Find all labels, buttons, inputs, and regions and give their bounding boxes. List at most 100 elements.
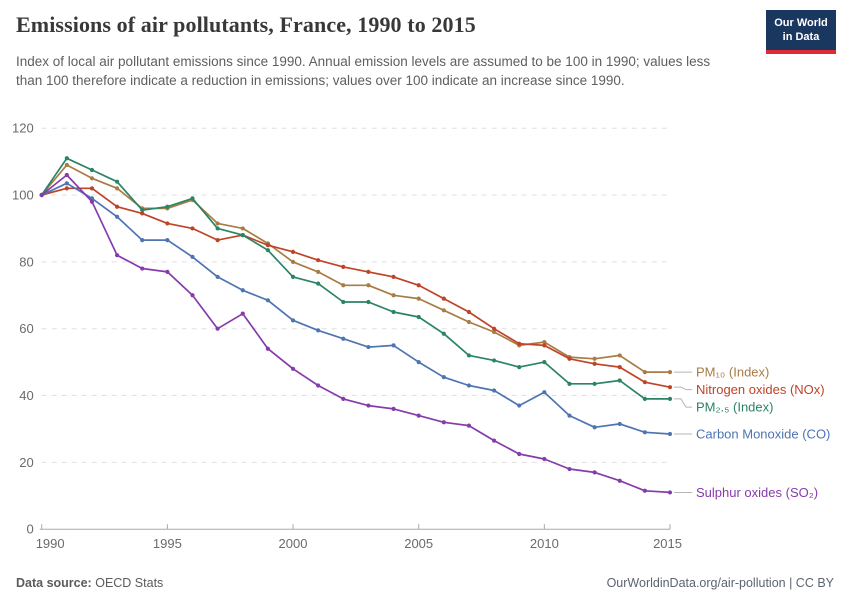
data-point-marker <box>190 293 195 298</box>
data-point-marker <box>416 314 421 320</box>
page-title: Emissions of air pollutants, France, 199… <box>16 12 476 37</box>
owid-logo[interactable]: Our World in Data <box>766 10 836 54</box>
data-point-marker <box>114 179 120 184</box>
chart-subtitle: Index of local air pollutant emissions s… <box>16 54 711 89</box>
data-point-marker <box>592 470 597 475</box>
data-point-marker <box>642 488 647 493</box>
data-point-marker <box>316 281 321 286</box>
footer-source-value: OECD Stats <box>95 576 164 590</box>
x-axis-tick-label: 2010 <box>530 536 559 551</box>
data-point-marker <box>567 356 572 361</box>
owid-logo-line1: Our World <box>774 17 828 29</box>
legend-label-nox: Nitrogen oxides (NOx) <box>696 382 825 397</box>
data-point-marker <box>165 269 170 274</box>
data-point-marker <box>542 456 547 462</box>
data-point-marker <box>567 413 572 418</box>
data-point-marker <box>617 365 622 370</box>
data-point-marker <box>366 269 371 274</box>
series-line-so2 <box>41 174 671 494</box>
series-line-co <box>41 182 671 435</box>
data-point-marker <box>39 192 44 198</box>
data-point-marker <box>215 221 220 226</box>
data-point-marker <box>215 226 220 231</box>
x-axis-tick-label: 1990 <box>36 536 65 551</box>
data-point-marker <box>316 269 321 274</box>
data-point-marker <box>240 288 245 293</box>
y-axis-tick-label: 100 <box>12 188 34 203</box>
data-point-marker <box>64 156 69 161</box>
data-point-marker <box>441 308 446 313</box>
data-point-marker <box>517 341 522 346</box>
data-point-marker <box>416 360 421 365</box>
data-point-marker <box>667 490 673 495</box>
data-point-marker <box>667 385 673 390</box>
data-point-marker <box>290 318 296 323</box>
legend-label-co: Carbon Monoxide (CO) <box>696 426 830 441</box>
footer-source-label: Data source: <box>16 576 92 590</box>
data-point-marker <box>165 221 170 226</box>
data-point-marker <box>165 204 170 209</box>
data-point-marker <box>114 186 120 191</box>
data-point-marker <box>617 353 622 358</box>
data-point-marker <box>215 274 220 280</box>
y-axis-tick-label: 80 <box>19 254 33 269</box>
footer-source: Data source: OECD Stats <box>16 576 163 590</box>
legend-label-pm10: PM₁₀ (Index) <box>696 365 769 380</box>
data-point-marker <box>89 199 95 204</box>
data-point-marker <box>416 296 421 301</box>
legend: PM₁₀ (Index) Nitrogen oxides (NOx) PM₂.₅ (… <box>674 365 830 500</box>
legend-label-pm25: PM₂.₅ (Index) <box>696 400 773 415</box>
data-point-marker <box>517 365 522 370</box>
data-point-marker <box>391 343 396 348</box>
data-point-marker <box>215 238 220 243</box>
x-axis-tick-label: 1995 <box>153 536 182 551</box>
data-point-marker <box>64 172 69 178</box>
data-point-marker <box>190 254 195 259</box>
data-point-marker <box>114 214 120 219</box>
data-point-marker <box>316 383 321 388</box>
data-point-marker <box>316 258 321 263</box>
data-point-marker <box>567 381 572 386</box>
data-point-marker <box>341 299 346 305</box>
data-point-marker <box>466 383 472 388</box>
legend-label-so2: Sulphur oxides (SO₂) <box>696 485 818 500</box>
footer-link[interactable]: OurWorldinData.org/air-pollution | CC BY <box>606 576 834 590</box>
y-axis-tick-label: 120 <box>12 121 34 136</box>
data-point-marker <box>391 406 396 411</box>
data-point-marker <box>642 430 647 435</box>
data-point-marker <box>617 478 622 483</box>
data-point-marker <box>466 423 472 428</box>
data-point-marker <box>265 243 270 248</box>
owid-logo-stripe <box>766 49 836 54</box>
owid-logo-box: Our World in Data <box>766 10 836 50</box>
data-point-marker <box>290 274 296 280</box>
data-point-marker <box>89 167 95 173</box>
data-point-marker <box>391 274 396 280</box>
series-line-pm10 <box>41 164 670 373</box>
x-axis: 1990 1995 2000 2005 2010 2015 <box>36 524 682 551</box>
data-point-marker <box>341 264 346 269</box>
series-so2 <box>39 172 673 495</box>
data-point-marker <box>491 329 497 335</box>
data-point-marker <box>366 299 371 305</box>
y-axis-tick-label: 0 <box>26 522 33 537</box>
data-point-marker <box>491 326 497 331</box>
data-point-marker <box>366 344 371 350</box>
data-point-marker <box>114 253 120 258</box>
data-point-marker <box>140 266 145 271</box>
data-point-marker <box>240 226 245 231</box>
grid-lines: 0 20 40 60 80 100 120 <box>12 121 670 537</box>
data-point-marker <box>140 211 145 216</box>
data-point-marker <box>416 283 421 288</box>
data-point-marker <box>64 162 69 168</box>
owid-logo-line2: in Data <box>782 31 820 44</box>
data-point-marker <box>542 339 547 345</box>
data-point-marker <box>391 309 396 315</box>
x-axis-tick-label: 2005 <box>404 536 433 551</box>
data-point-marker <box>341 336 346 341</box>
data-point-marker <box>290 259 296 264</box>
data-point-marker <box>592 356 597 361</box>
data-point-marker <box>265 298 270 303</box>
